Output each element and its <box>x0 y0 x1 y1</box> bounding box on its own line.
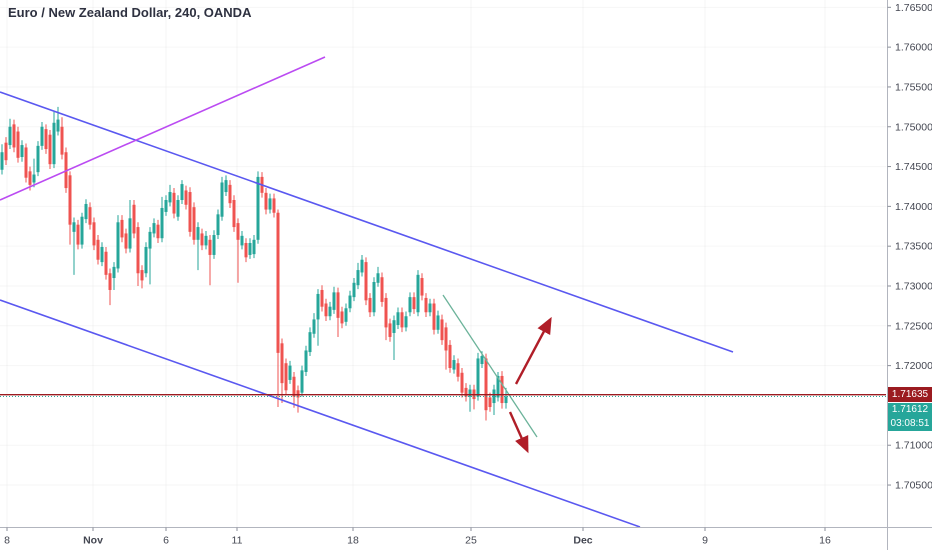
last-price-badge: 1.71612 <box>888 403 932 417</box>
time-axis-label: 11 <box>232 535 243 547</box>
time-axis-label: Dec <box>573 535 592 547</box>
price-axis-label: 1.73500 <box>895 241 932 253</box>
wedge-trendline[interactable] <box>0 56 326 201</box>
bullish-scenario-arrow[interactable] <box>514 316 552 385</box>
time-axis-label: 6 <box>163 535 169 547</box>
channel-lower-trendline[interactable] <box>0 299 641 527</box>
price-axis-label: 1.75000 <box>895 121 932 133</box>
alert-price-badge[interactable]: 1.71635 <box>888 387 932 402</box>
price-axis-label: 1.74000 <box>895 201 932 213</box>
price-axis-label: 1.71000 <box>895 440 932 452</box>
time-axis-label: 18 <box>347 535 359 547</box>
price-axis-label: 1.76000 <box>895 42 932 54</box>
time-axis-label: 9 <box>702 535 708 547</box>
price-axis-label: 1.75500 <box>895 81 932 93</box>
price-axis-label: 1.73000 <box>895 280 932 292</box>
candlestick-series <box>0 106 508 421</box>
bar-countdown-badge: 03:08:51 <box>888 417 932 431</box>
price-axis-label: 1.74500 <box>895 161 932 173</box>
price-axis-label: 1.76500 <box>895 2 932 14</box>
time-axis-label: 16 <box>819 535 831 547</box>
bearish-scenario-arrow[interactable] <box>508 411 529 454</box>
time-axis[interactable]: 8 Nov 6 11 18 25 Dec 9 16 <box>4 527 831 547</box>
price-axis-label: 1.70500 <box>895 480 932 492</box>
symbol-title[interactable]: Euro / New Zealand Dollar, 240, OANDA <box>8 5 252 20</box>
price-axis-label: 1.72500 <box>895 320 932 332</box>
channel-upper-trendline[interactable] <box>0 91 734 353</box>
price-axis[interactable]: 1.76500 1.76000 1.75500 1.75000 1.74500 1.740… <box>887 2 932 492</box>
time-axis-label: Nov <box>83 535 103 547</box>
plot-area[interactable] <box>0 56 886 527</box>
green-trendline[interactable] <box>442 294 538 438</box>
price-axis-label: 1.72000 <box>895 360 932 372</box>
time-axis-label: 25 <box>465 535 477 547</box>
time-axis-label: 8 <box>4 535 10 547</box>
grid-lines <box>0 0 886 527</box>
